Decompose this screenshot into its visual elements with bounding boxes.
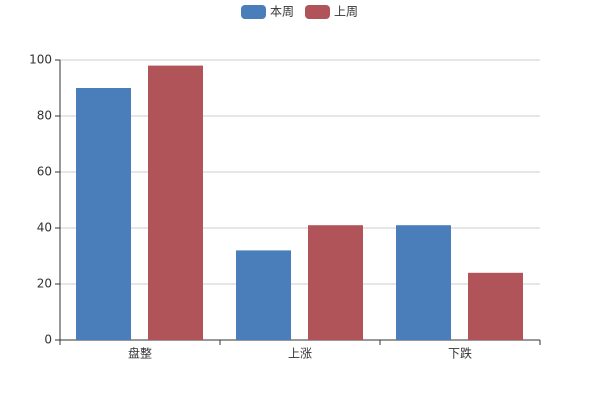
x-tick-label: 上涨 bbox=[288, 346, 312, 361]
bar bbox=[76, 88, 131, 340]
x-tick-label: 下跌 bbox=[448, 346, 472, 361]
x-tick-label: 盘整 bbox=[128, 346, 152, 361]
y-tick-label: 60 bbox=[37, 165, 52, 179]
bar bbox=[396, 225, 451, 340]
y-tick-label: 100 bbox=[29, 53, 52, 67]
bar bbox=[468, 272, 523, 340]
bar bbox=[236, 250, 291, 340]
legend-swatch[interactable] bbox=[241, 5, 266, 19]
bar bbox=[148, 65, 203, 340]
legend-label[interactable]: 本周 bbox=[270, 5, 294, 19]
bar bbox=[308, 225, 363, 340]
y-tick-label: 40 bbox=[37, 221, 52, 235]
legend-swatch[interactable] bbox=[305, 5, 330, 19]
y-tick-label: 0 bbox=[44, 333, 52, 347]
y-tick-label: 80 bbox=[37, 109, 52, 123]
y-tick-label: 20 bbox=[37, 277, 52, 291]
legend-label[interactable]: 上周 bbox=[334, 5, 358, 19]
